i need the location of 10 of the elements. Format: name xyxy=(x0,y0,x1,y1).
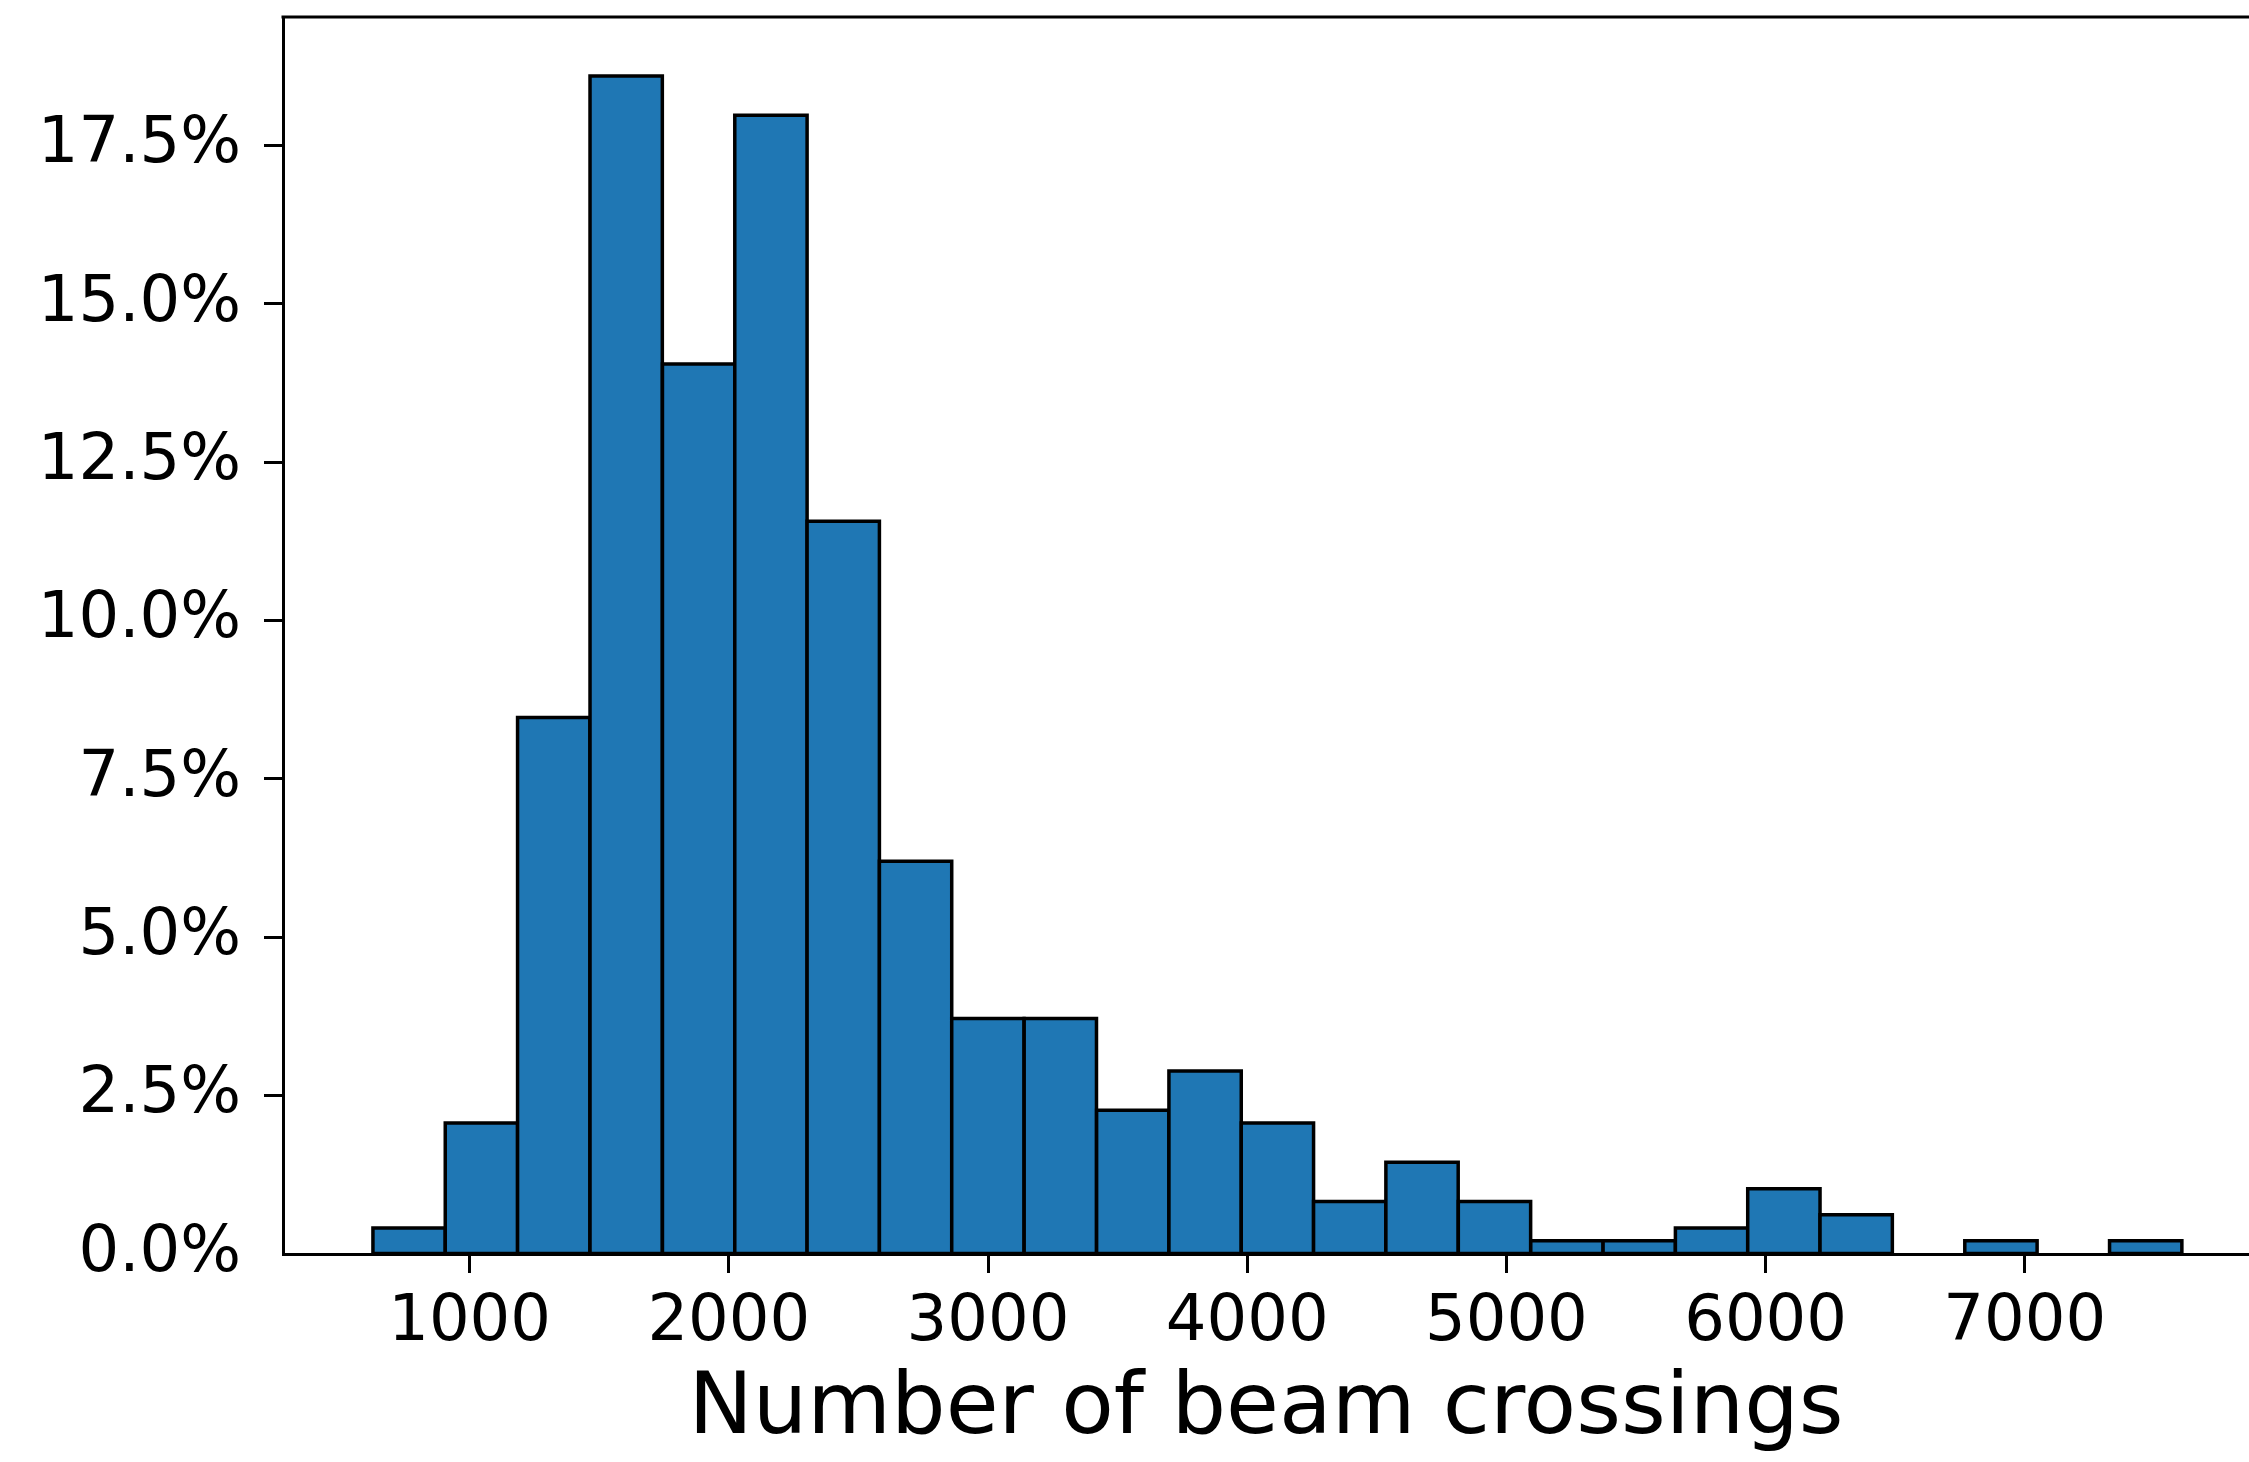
y-tick-label: 0.0% xyxy=(78,1211,241,1286)
y-tick-label: 12.5% xyxy=(37,419,241,494)
y-tick-label: 17.5% xyxy=(37,103,241,178)
y-tick-label: 5.0% xyxy=(78,894,241,969)
y-tick-label: 10.0% xyxy=(37,578,241,653)
y-tick-label: 15.0% xyxy=(37,261,241,336)
x-tick-label: 1000 xyxy=(388,1281,552,1356)
y-tick-label: 2.5% xyxy=(78,1053,241,1128)
x-tick-label: 7000 xyxy=(1943,1281,2107,1356)
y-tick-label: 7.5% xyxy=(78,736,241,811)
